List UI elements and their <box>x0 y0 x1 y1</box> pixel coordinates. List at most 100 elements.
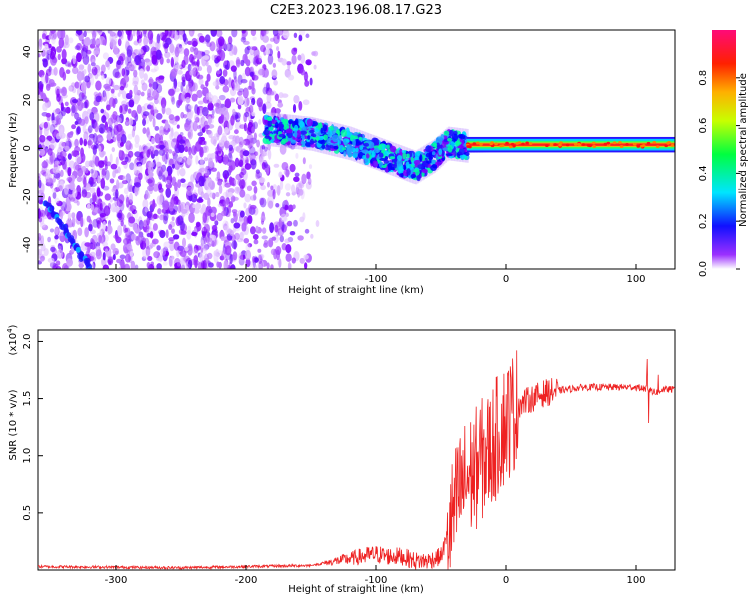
spectrogram-cell <box>46 53 52 60</box>
spectrogram-cell <box>210 167 217 172</box>
spectrogram-cell <box>38 208 41 219</box>
ridge-cell <box>301 141 306 148</box>
spectrogram-cell <box>49 261 57 269</box>
spectrogram-cell <box>148 36 153 45</box>
spectrogram-cell <box>181 76 186 83</box>
spectrogram-cell <box>171 150 176 157</box>
spectrogram-cell <box>39 209 46 218</box>
spectrogram-cell <box>101 150 107 156</box>
spectrogram-x-label: Height of straight line (km) <box>288 285 424 296</box>
spectrogram-cell <box>183 37 189 45</box>
spectrogram-cell <box>129 250 134 257</box>
spectrogram-cell <box>297 235 304 241</box>
spectrogram-cell <box>243 96 250 108</box>
spectrogram-cell <box>264 150 269 157</box>
spectrogram-cell <box>76 176 83 183</box>
ridge-cell <box>425 145 432 153</box>
spectrogram-cell <box>117 38 122 47</box>
ridge-cell <box>618 141 622 144</box>
spectrogram-cell <box>50 246 56 252</box>
spectrogram-cell <box>258 254 263 265</box>
ridge-cell <box>612 141 617 145</box>
spectrogram-cell <box>152 223 158 231</box>
ridge-cell <box>274 121 279 129</box>
spectrogram-cell <box>182 88 187 99</box>
spectrogram-cell <box>307 177 312 186</box>
spectrogram-cell <box>293 176 300 183</box>
spectrogram-cell <box>206 252 213 260</box>
ridge-cell <box>447 137 453 142</box>
spectrogram-cell <box>189 53 194 63</box>
spectrogram-cell <box>76 42 83 51</box>
spectrogram-cell <box>163 241 170 249</box>
spectrogram-cell <box>90 54 96 64</box>
spectrogram-cell <box>285 253 292 262</box>
spectrogram-cell <box>261 144 266 150</box>
spectrogram-cell <box>230 65 237 72</box>
spectrogram-cell <box>143 73 148 81</box>
spectrogram-cell <box>242 150 250 157</box>
spectrogram-cell <box>218 41 223 52</box>
spectrogram-cell <box>134 185 139 197</box>
ridge-cell <box>421 168 428 174</box>
spectrogram-cell <box>196 59 200 67</box>
spectrogram-cell <box>136 156 142 161</box>
ridge-cell <box>359 146 364 151</box>
spectrogram-cell <box>246 185 253 192</box>
spectrogram-cell <box>45 168 51 180</box>
spectrogram-cell <box>104 193 112 201</box>
spectrogram-cell <box>98 160 105 168</box>
spectrogram-cell <box>187 105 194 110</box>
spectrogram-cell <box>178 139 186 145</box>
spectrogram-cell <box>199 128 205 134</box>
spectrogram-cell <box>287 236 294 243</box>
spectrogram-cell <box>120 220 124 227</box>
spectrogram-cell <box>174 46 180 58</box>
spectrogram-cell <box>211 54 216 61</box>
spectrogram-cell <box>67 236 73 243</box>
spectrogram-cell <box>39 71 43 76</box>
spectrogram-cell <box>240 36 247 43</box>
spectrogram-cell <box>270 185 274 191</box>
spectrogram-cell <box>48 43 52 49</box>
spectrogram-cell <box>192 70 196 78</box>
spectrogram-cell <box>38 176 41 182</box>
spectrogram-cell <box>192 40 198 47</box>
spectrogram-cell <box>236 187 241 195</box>
spectrogram-cell <box>189 70 194 76</box>
spectrogram-cell <box>199 139 206 146</box>
spectrogram-cell <box>133 69 138 78</box>
spectrogram-cell <box>161 174 166 182</box>
spectrogram-cell <box>272 30 279 37</box>
ridge-cell <box>396 158 403 167</box>
spectrogram-cell <box>45 140 51 146</box>
y-tick-label: 1.5 <box>22 391 33 407</box>
spectrogram-cell <box>55 260 61 266</box>
x-tick-label: -300 <box>105 575 128 586</box>
spectrogram-cell <box>147 78 155 84</box>
ridge-halo <box>387 140 390 175</box>
spectrogram-cell <box>168 239 174 244</box>
spectrogram-cell <box>47 257 55 263</box>
spectrogram-cell <box>91 206 99 213</box>
spectrogram-cell <box>198 196 203 202</box>
spectrogram-cell <box>235 112 241 119</box>
spectrogram-cell <box>77 100 84 112</box>
spectrogram-cell <box>285 192 291 197</box>
spectrogram-cell <box>200 84 205 90</box>
spectrogram-cell <box>83 138 88 147</box>
spectrogram-cell <box>273 79 278 86</box>
spectrogram-cell <box>169 30 176 39</box>
spectrogram-cell <box>80 217 84 228</box>
svg-text:(x104): (x104) <box>6 324 19 355</box>
spectrogram-cell <box>153 251 161 259</box>
spectrogram-cell <box>53 33 57 40</box>
spectrogram-cell <box>279 143 287 155</box>
ridge-cell <box>401 149 407 154</box>
spectrogram-cell <box>177 70 183 75</box>
spectrogram-cell <box>87 125 93 134</box>
spectrogram-cell <box>129 162 135 171</box>
spectrogram-cell <box>48 78 55 88</box>
spectrogram-cell <box>99 223 106 233</box>
snr-frame <box>37 329 676 571</box>
